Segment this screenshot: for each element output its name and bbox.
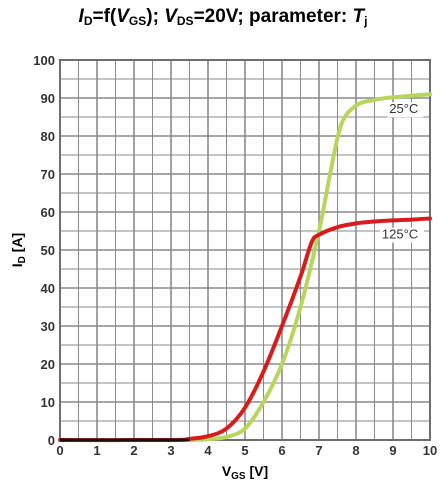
y-tick-label: 0: [48, 433, 55, 448]
y-tick-label: 80: [41, 129, 55, 144]
x-tick-label: 0: [56, 443, 63, 458]
grid: [59, 59, 431, 441]
x-axis-label: VGS [V]: [222, 463, 268, 482]
series-group: [58, 92, 432, 443]
annotation-bg: [387, 102, 424, 118]
y-tick-label: 30: [41, 319, 55, 334]
x-tick-label: 10: [423, 443, 437, 458]
y-tick-label: 70: [41, 167, 55, 182]
x-tick-label: 9: [389, 443, 396, 458]
x-tick-label: 8: [352, 443, 359, 458]
annotation-bg: [379, 227, 424, 243]
series-line-25c: [187, 92, 432, 442]
y-tick-label: 40: [41, 281, 55, 296]
series-label-25c: 25°C: [389, 101, 418, 116]
annotations: 25°C 125°C: [379, 101, 424, 243]
y-tick-label: 90: [41, 91, 55, 106]
chart-title: ID=f(VGS); VDS=20V; parameter: Tj: [78, 6, 368, 28]
y-tick-label: 50: [41, 243, 55, 258]
x-tick-label: 4: [204, 443, 212, 458]
y-tick-label: 60: [41, 205, 55, 220]
y-tick-label: 10: [41, 395, 55, 410]
y-tick-label: 20: [41, 357, 55, 372]
x-tick-label: 1: [93, 443, 100, 458]
y-tick-label: 100: [33, 53, 55, 68]
x-tick-label: 3: [167, 443, 174, 458]
x-tick-label: 7: [315, 443, 322, 458]
plot-frame: [59, 59, 431, 441]
x-tick-label: 6: [278, 443, 285, 458]
x-tick-label: 5: [241, 443, 248, 458]
x-tick-label: 2: [130, 443, 137, 458]
series-line-125c: [58, 216, 432, 443]
series-label-125c: 125°C: [382, 227, 418, 242]
y-axis-label: ID [A]: [9, 233, 28, 267]
